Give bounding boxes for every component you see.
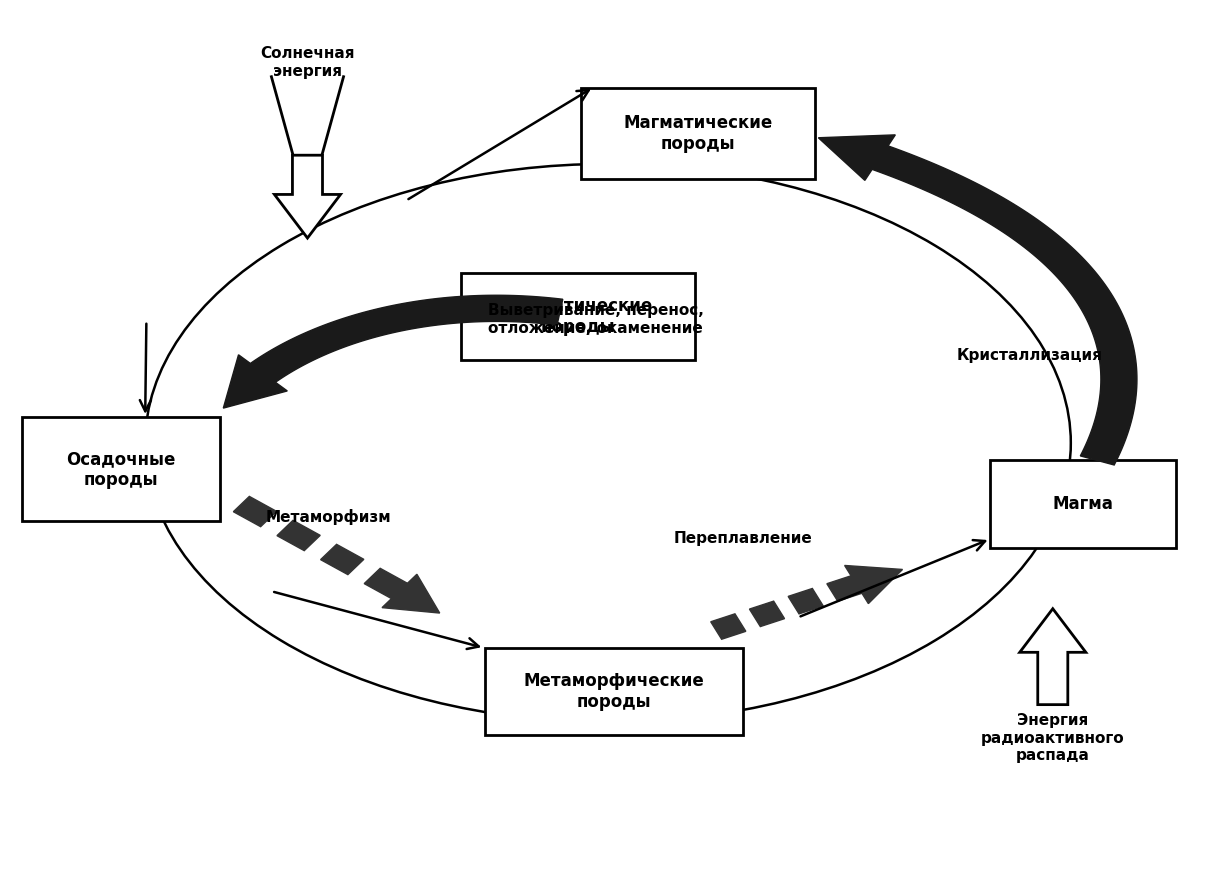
Text: Переплавление: Переплавление	[674, 532, 812, 547]
Polygon shape	[827, 576, 862, 602]
Polygon shape	[224, 295, 563, 408]
Text: Кристаллизация: Кристаллизация	[957, 348, 1103, 363]
Polygon shape	[277, 520, 320, 550]
FancyBboxPatch shape	[22, 416, 220, 522]
FancyBboxPatch shape	[990, 461, 1176, 548]
Text: Метаморфические
породы: Метаморфические породы	[524, 672, 704, 711]
Text: Осадочные
породы: Осадочные породы	[67, 450, 176, 488]
Text: Магматические
породы: Магматические породы	[624, 114, 773, 152]
FancyArrow shape	[275, 155, 340, 238]
Text: Магма: Магма	[1052, 495, 1114, 513]
Polygon shape	[845, 565, 902, 603]
Text: Магматические
породы: Магматические породы	[503, 297, 653, 336]
FancyBboxPatch shape	[461, 273, 696, 360]
Polygon shape	[818, 135, 1137, 465]
FancyArrow shape	[1020, 609, 1086, 704]
Text: Энергия
радиоактивного
распада: Энергия радиоактивного распада	[981, 713, 1125, 763]
Text: Солнечная
энергия: Солнечная энергия	[260, 46, 355, 79]
Polygon shape	[788, 588, 823, 614]
Polygon shape	[321, 544, 364, 575]
FancyBboxPatch shape	[485, 648, 743, 735]
Text: Метаморфизм: Метаморфизм	[265, 509, 392, 525]
Polygon shape	[710, 614, 745, 639]
Polygon shape	[749, 602, 784, 626]
Polygon shape	[233, 496, 276, 526]
Polygon shape	[382, 574, 440, 613]
Polygon shape	[365, 568, 407, 599]
Text: Выветривание, перенос,
отложение, окаменение: Выветривание, перенос, отложение, окамен…	[488, 304, 704, 336]
FancyBboxPatch shape	[581, 88, 816, 179]
